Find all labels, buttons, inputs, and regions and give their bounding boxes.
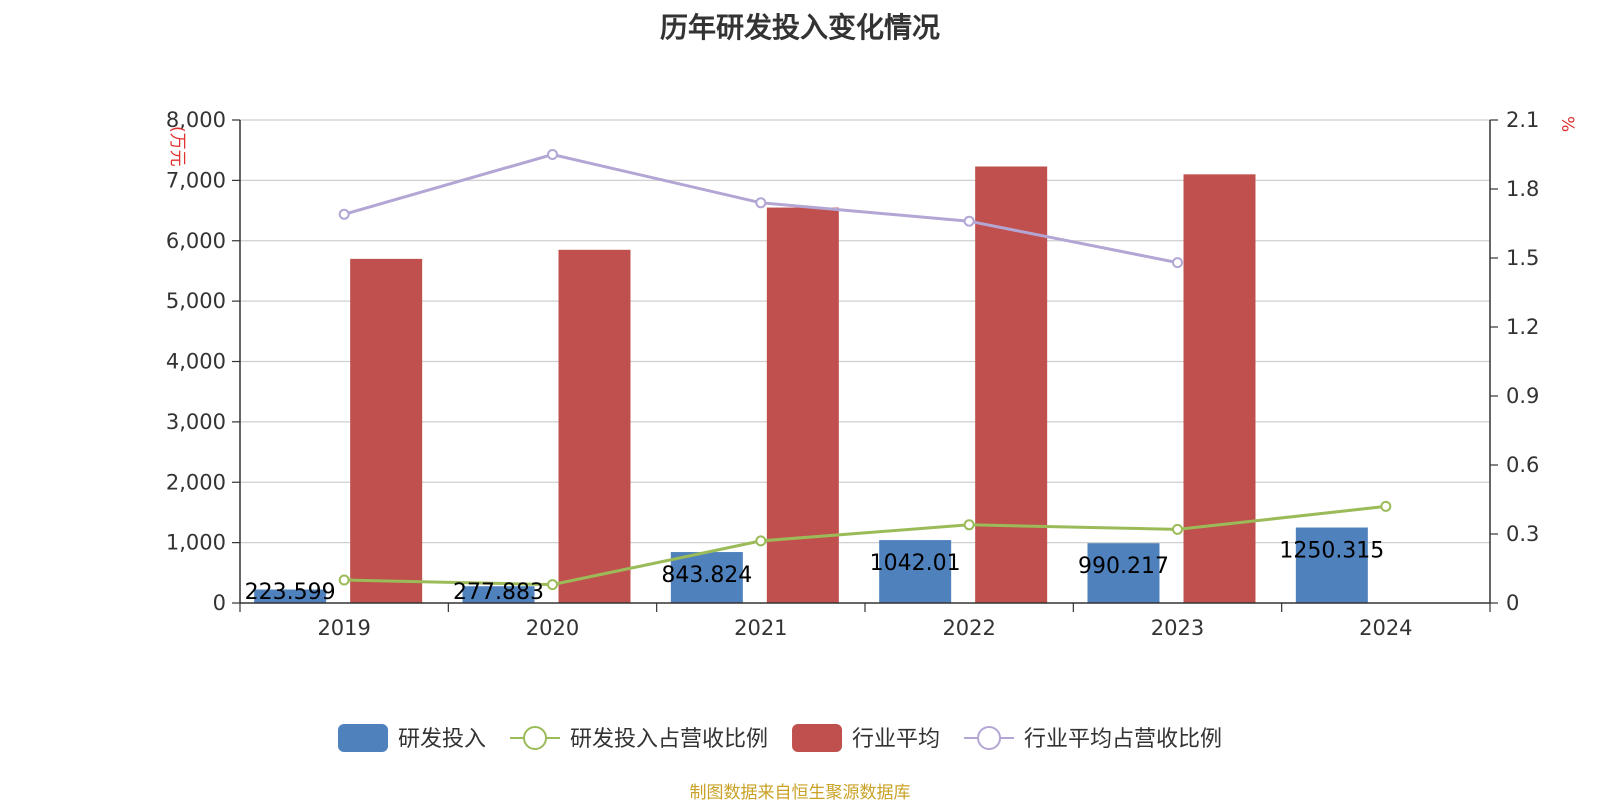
legend: 研发投入 研发投入占营收比例 行业平均 行业平均占营收比例 bbox=[338, 724, 1222, 752]
left-tick-label: 4,000 bbox=[166, 350, 226, 374]
lines bbox=[338, 149, 1392, 591]
line-point bbox=[338, 574, 350, 586]
line-point bbox=[755, 197, 767, 209]
legend-swatch-marker bbox=[523, 726, 548, 750]
data-label: 223.599 bbox=[245, 580, 336, 605]
x-tick-label: 2019 bbox=[317, 616, 370, 640]
right-tick-label: 1.2 bbox=[1506, 315, 1539, 339]
line-point bbox=[547, 579, 558, 591]
left-tick-label: 0 bbox=[213, 591, 226, 615]
data-label: 843.824 bbox=[661, 563, 752, 588]
line-point bbox=[963, 215, 975, 227]
data-label: 1042.01 bbox=[870, 551, 961, 576]
line-rd-ratio bbox=[344, 504, 1386, 587]
bar-rd-investment bbox=[1295, 527, 1368, 603]
right-tick-label: 1.5 bbox=[1506, 246, 1539, 270]
axes: 0 1,000 2,000 3,000 4,000 5,000 6,000 7,000 8,00… bbox=[166, 108, 1577, 640]
bar-industry-average bbox=[766, 207, 839, 603]
line-point bbox=[755, 535, 767, 547]
left-tick-label: 8,000 bbox=[166, 108, 226, 132]
legend-label: 研发投入 bbox=[398, 727, 486, 752]
right-unit-label: % bbox=[1557, 116, 1577, 132]
line-point bbox=[338, 208, 350, 220]
bar-industry-average bbox=[558, 249, 631, 603]
bar-rd-investment bbox=[879, 540, 952, 603]
bar-industry-average bbox=[1183, 174, 1256, 603]
legend-swatch-marker bbox=[977, 726, 1002, 750]
chart-title: 历年研发投入变化情况 bbox=[659, 11, 940, 44]
right-tick-label: 2.1 bbox=[1506, 108, 1539, 132]
x-tick-label: 2024 bbox=[1359, 616, 1412, 640]
bar-industry-average bbox=[975, 166, 1048, 603]
data-label: 990.217 bbox=[1078, 554, 1169, 579]
x-tick-label: 2020 bbox=[526, 616, 579, 640]
right-tick-label: 1.8 bbox=[1506, 177, 1539, 201]
data-labels: 223.599 277.883 843.824 1042.01 990.217 1250.… bbox=[245, 539, 1385, 605]
x-tick-label: 2022 bbox=[942, 616, 995, 640]
left-unit-label: (万元 bbox=[167, 126, 187, 167]
line-industry-ratio bbox=[343, 152, 1178, 265]
left-tick-label: 6,000 bbox=[166, 229, 226, 253]
data-label: 1250.315 bbox=[1279, 539, 1384, 564]
right-tick-label: 0 bbox=[1506, 591, 1519, 615]
left-tick-label: 7,000 bbox=[166, 168, 226, 192]
line-point bbox=[1172, 257, 1183, 269]
line-point bbox=[1172, 523, 1183, 535]
bar-industry-average bbox=[350, 258, 423, 603]
left-tick-label: 1,000 bbox=[166, 531, 226, 555]
left-tick-label: 5,000 bbox=[166, 289, 226, 313]
grid-lines bbox=[240, 119, 1490, 544]
legend-label: 行业平均占营收比例 bbox=[1024, 727, 1222, 752]
x-tick-label: 2021 bbox=[734, 616, 787, 640]
legend-swatch-bar bbox=[338, 724, 388, 752]
line-point bbox=[1380, 500, 1392, 512]
x-tick-label: 2023 bbox=[1151, 616, 1204, 640]
legend-label: 研发投入占营收比例 bbox=[570, 727, 768, 752]
bar-rd-investment bbox=[254, 589, 327, 603]
bar-rd-investment bbox=[1087, 543, 1160, 603]
bar-rd-investment bbox=[670, 552, 743, 603]
line-point bbox=[963, 519, 975, 531]
bar-rd-investment bbox=[462, 586, 535, 603]
right-tick-label: 0.3 bbox=[1506, 522, 1539, 546]
legend-swatch-bar bbox=[792, 724, 843, 752]
right-tick-label: 0.9 bbox=[1506, 384, 1539, 408]
data-label: 277.883 bbox=[453, 580, 544, 605]
line-point bbox=[547, 149, 558, 160]
right-tick-label: 0.6 bbox=[1506, 453, 1539, 477]
bars bbox=[254, 166, 1368, 603]
left-tick-label: 3,000 bbox=[166, 410, 226, 434]
left-tick-label: 2,000 bbox=[166, 470, 226, 494]
source-note: 制图数据来自恒生聚源数据库 bbox=[689, 783, 911, 803]
legend-label: 行业平均 bbox=[852, 727, 940, 752]
